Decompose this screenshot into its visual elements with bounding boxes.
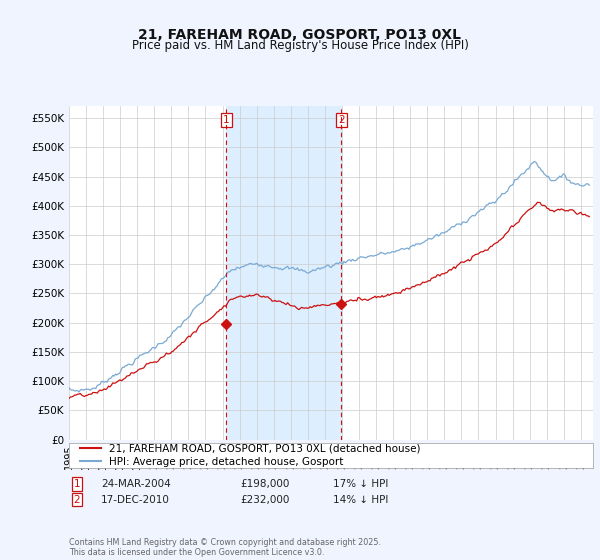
Text: £198,000: £198,000 (240, 479, 289, 489)
Text: 24-MAR-2004: 24-MAR-2004 (101, 479, 170, 489)
Text: 1: 1 (73, 479, 80, 489)
Text: 17-DEC-2010: 17-DEC-2010 (101, 494, 170, 505)
Text: 1: 1 (223, 115, 230, 125)
Text: 2: 2 (73, 494, 80, 505)
Text: Price paid vs. HM Land Registry's House Price Index (HPI): Price paid vs. HM Land Registry's House … (131, 39, 469, 53)
Text: 17% ↓ HPI: 17% ↓ HPI (333, 479, 388, 489)
Text: £232,000: £232,000 (240, 494, 289, 505)
Text: 14% ↓ HPI: 14% ↓ HPI (333, 494, 388, 505)
Text: 2: 2 (338, 115, 344, 125)
Text: 21, FAREHAM ROAD, GOSPORT, PO13 0XL: 21, FAREHAM ROAD, GOSPORT, PO13 0XL (139, 28, 461, 43)
Legend: 21, FAREHAM ROAD, GOSPORT, PO13 0XL (detached house), HPI: Average price, detach: 21, FAREHAM ROAD, GOSPORT, PO13 0XL (det… (77, 441, 424, 470)
Bar (226, 106, 341, 440)
Text: Contains HM Land Registry data © Crown copyright and database right 2025.
This d: Contains HM Land Registry data © Crown c… (69, 538, 381, 557)
